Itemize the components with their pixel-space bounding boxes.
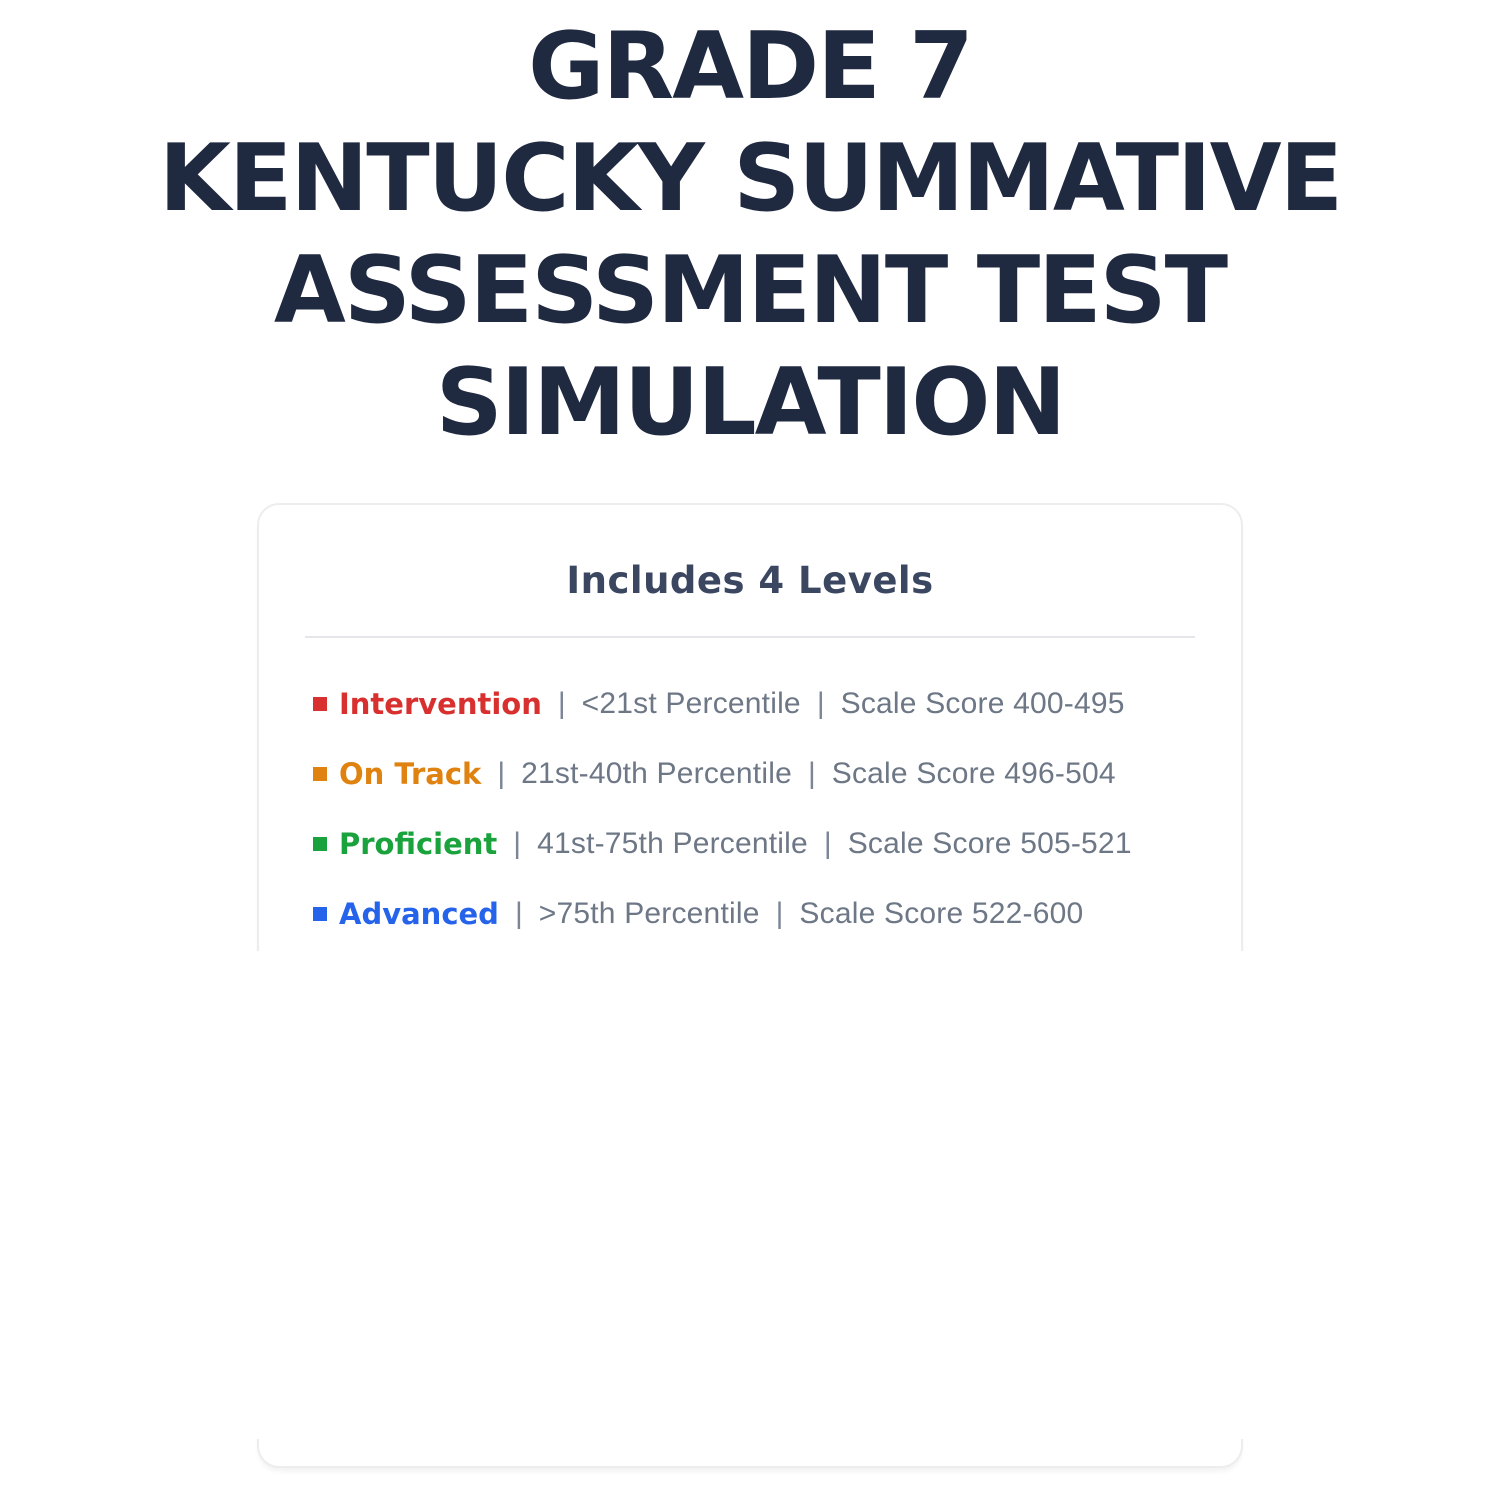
level-name: Advanced: [339, 897, 499, 931]
level-scale-score: Scale Score 400-495: [840, 687, 1125, 720]
square-bullet-icon: [313, 767, 327, 781]
levels-card-heading: Includes 4 Levels: [566, 559, 934, 602]
pipe-separator: |: [823, 827, 832, 860]
square-bullet-icon: [313, 697, 327, 711]
blank-content-area: [247, 951, 1253, 1439]
page-title: GRADE 7 KENTUCKY SUMMATIVE ASSESSMENT TE…: [158, 12, 1343, 456]
level-row-advanced: Advanced | >75th Percentile | Scale Scor…: [313, 894, 1241, 934]
level-name: Proficient: [339, 827, 498, 861]
pipe-separator: |: [514, 897, 523, 930]
pipe-separator: |: [807, 757, 816, 790]
heading-divider: [305, 636, 1195, 638]
pipe-separator: |: [775, 897, 784, 930]
pipe-separator: |: [513, 827, 522, 860]
level-row-on-track: On Track | 21st-40th Percentile | Scale …: [313, 754, 1241, 794]
square-bullet-icon: [313, 907, 327, 921]
level-name: On Track: [339, 757, 482, 791]
square-bullet-icon: [313, 837, 327, 851]
levels-list: Intervention | <21st Percentile | Scale …: [259, 684, 1241, 934]
level-percentile: >75th Percentile: [538, 897, 760, 930]
level-row-intervention: Intervention | <21st Percentile | Scale …: [313, 684, 1241, 724]
level-scale-score: Scale Score 522-600: [799, 897, 1084, 930]
pipe-separator: |: [497, 757, 506, 790]
pipe-separator: |: [557, 687, 566, 720]
level-scale-score: Scale Score 505-521: [847, 827, 1132, 860]
level-percentile: <21st Percentile: [581, 687, 801, 720]
level-scale-score: Scale Score 496-504: [831, 757, 1116, 790]
level-percentile: 21st-40th Percentile: [521, 757, 792, 790]
level-row-proficient: Proficient | 41st-75th Percentile | Scal…: [313, 824, 1241, 864]
level-name: Intervention: [339, 687, 542, 721]
pipe-separator: |: [816, 687, 825, 720]
levels-card: Includes 4 Levels Intervention | <21st P…: [247, 503, 1253, 1468]
level-percentile: 41st-75th Percentile: [537, 827, 808, 860]
